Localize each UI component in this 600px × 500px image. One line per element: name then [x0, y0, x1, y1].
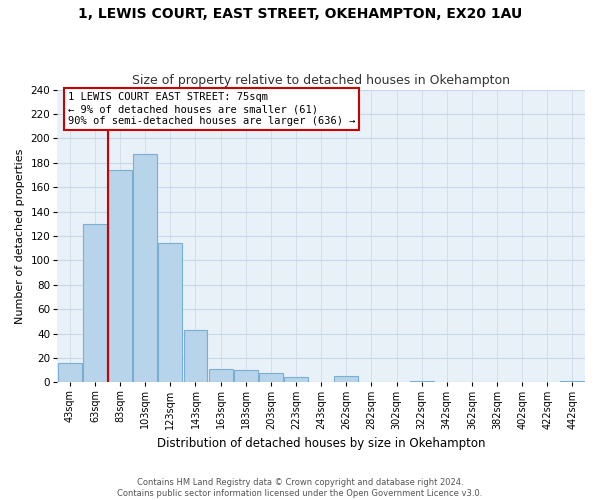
- Text: Contains HM Land Registry data © Crown copyright and database right 2024.
Contai: Contains HM Land Registry data © Crown c…: [118, 478, 482, 498]
- Bar: [133, 154, 157, 382]
- Text: 1 LEWIS COURT EAST STREET: 75sqm
← 9% of detached houses are smaller (61)
90% of: 1 LEWIS COURT EAST STREET: 75sqm ← 9% of…: [68, 92, 355, 126]
- Bar: [284, 378, 308, 382]
- Bar: [234, 370, 257, 382]
- Bar: [184, 330, 208, 382]
- Title: Size of property relative to detached houses in Okehampton: Size of property relative to detached ho…: [132, 74, 510, 87]
- Bar: [560, 381, 584, 382]
- Bar: [158, 244, 182, 382]
- Bar: [108, 170, 132, 382]
- Text: 1, LEWIS COURT, EAST STREET, OKEHAMPTON, EX20 1AU: 1, LEWIS COURT, EAST STREET, OKEHAMPTON,…: [78, 8, 522, 22]
- Bar: [209, 369, 233, 382]
- Bar: [259, 372, 283, 382]
- Bar: [410, 381, 434, 382]
- Bar: [83, 224, 107, 382]
- Bar: [58, 363, 82, 382]
- Y-axis label: Number of detached properties: Number of detached properties: [15, 148, 25, 324]
- Bar: [334, 376, 358, 382]
- X-axis label: Distribution of detached houses by size in Okehampton: Distribution of detached houses by size …: [157, 437, 485, 450]
